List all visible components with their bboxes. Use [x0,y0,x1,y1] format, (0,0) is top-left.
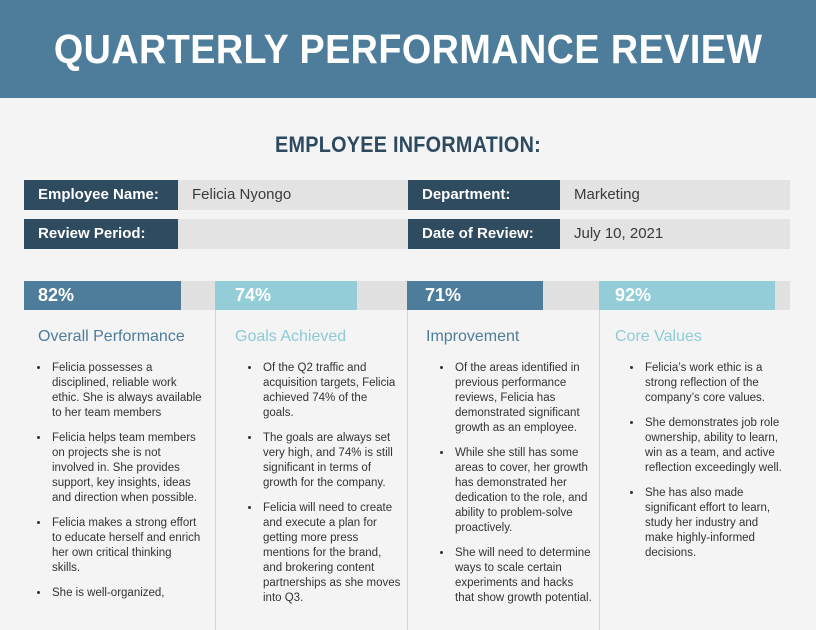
metric-column-improvement: 71% Improvement Of the areas identified … [407,281,599,630]
progress-track: 74% [215,281,407,310]
info-row-review: Review Period: Date of Review: July 10, … [24,219,790,249]
info-row-employee: Employee Name: Felicia Nyongo Department… [24,180,790,210]
percent-label: 71% [425,285,462,305]
progress-fill [599,281,775,310]
employee-name-value: Felicia Nyongo [178,180,408,210]
percent-label: 92% [615,285,652,305]
list-item: Felicia’s work ethic is a strong reflect… [643,361,783,406]
progress-track: 92% [599,281,790,310]
list-item: Felicia makes a strong effort to educate… [50,516,202,576]
metric-title: Goals Achieved [235,328,347,345]
page-title: QUARTERLY PERFORMANCE REVIEW [53,25,763,72]
percent-label: 74% [235,285,272,305]
metric-title: Core Values [615,328,702,345]
department-label: Department: [408,180,560,210]
bullet-list: Of the areas identified in previous perf… [453,361,593,616]
review-date-label: Date of Review: [408,219,560,249]
bullet-list: Of the Q2 traffic and acquisition target… [261,361,401,616]
review-period-value [178,219,408,249]
list-item: She demonstrates job role ownership, abi… [643,416,783,476]
list-item: While she still has some areas to cover,… [453,446,593,536]
metric-column-overall-performance: 82% Overall Performance Felicia possesse… [24,281,215,630]
list-item: She has also made significant effort to … [643,486,783,561]
bullet-list: Felicia’s work ethic is a strong reflect… [643,361,783,571]
metric-column-goals-achieved: 74% Goals Achieved Of the Q2 traffic and… [215,281,407,630]
list-item: Of the Q2 traffic and acquisition target… [261,361,401,421]
column-divider [407,310,408,630]
list-item: Felicia possesses a disciplined, reliabl… [50,361,202,421]
list-item: She will need to determine ways to scale… [453,546,593,606]
section-title: EMPLOYEE INFORMATION: [274,132,542,157]
metric-title: Overall Performance [38,328,185,345]
employee-name-label: Employee Name: [24,180,178,210]
progress-fill [24,281,181,310]
list-item: The goals are always set very high, and … [261,431,401,491]
progress-fill [407,281,544,310]
column-divider [215,310,216,630]
bullet-list: Felicia possesses a disciplined, reliabl… [50,361,202,611]
progress-fill [215,281,358,310]
metric-column-core-values: 92% Core Values Felicia’s work ethic is … [599,281,790,630]
column-divider [599,310,600,630]
metric-title: Improvement [426,328,520,345]
header-banner: QUARTERLY PERFORMANCE REVIEW [0,0,816,98]
review-date-value: July 10, 2021 [560,219,790,249]
list-item: Felicia helps team members on projects s… [50,431,202,506]
department-value: Marketing [560,180,790,210]
list-item: Of the areas identified in previous perf… [453,361,593,436]
progress-track: 71% [407,281,599,310]
list-item: She is well-organized, [50,586,202,601]
review-period-label: Review Period: [24,219,178,249]
progress-track: 82% [24,281,215,310]
percent-label: 82% [38,285,75,305]
list-item: Felicia will need to create and execute … [261,501,401,606]
